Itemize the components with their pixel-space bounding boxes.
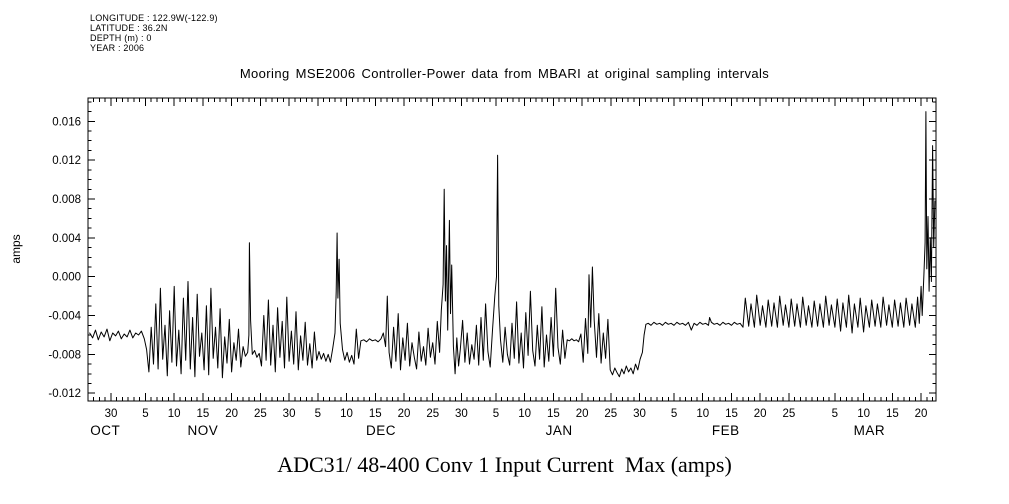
svg-text:20: 20 bbox=[754, 408, 767, 420]
svg-text:30: 30 bbox=[105, 408, 118, 420]
svg-text:0.008: 0.008 bbox=[52, 194, 81, 206]
svg-text:DEC: DEC bbox=[366, 423, 396, 438]
svg-text:30: 30 bbox=[633, 408, 646, 420]
svg-text:5: 5 bbox=[832, 408, 838, 420]
svg-text:5: 5 bbox=[671, 408, 677, 420]
svg-text:5: 5 bbox=[142, 408, 148, 420]
chart-caption: ADC31/ 48-400 Conv 1 Input Current Max (… bbox=[277, 452, 732, 477]
svg-text:25: 25 bbox=[426, 408, 439, 420]
svg-text:-0.008: -0.008 bbox=[48, 349, 81, 361]
plot-frame bbox=[87, 97, 937, 402]
svg-text:25: 25 bbox=[783, 408, 796, 420]
svg-text:MAR: MAR bbox=[854, 423, 886, 438]
data-series-line bbox=[89, 111, 936, 379]
y-axis: 0.016 0.012 0.008 0.004 0.000 -0.004 -0.008 -0.… bbox=[48, 101, 936, 400]
svg-text:OCT: OCT bbox=[90, 423, 120, 438]
svg-text:0.000: 0.000 bbox=[52, 272, 81, 284]
svg-text:20: 20 bbox=[398, 408, 411, 420]
plot-metadata: LONGITUDE : 122.9W(-122.9) LATITUDE : 36… bbox=[90, 13, 218, 53]
meta-latitude: LATITUDE : 36.2N bbox=[90, 23, 168, 33]
svg-text:FEB: FEB bbox=[712, 423, 740, 438]
svg-text:15: 15 bbox=[547, 408, 560, 420]
svg-text:10: 10 bbox=[340, 408, 353, 420]
svg-text:15: 15 bbox=[197, 408, 210, 420]
svg-text:NOV: NOV bbox=[188, 423, 219, 438]
svg-text:-0.004: -0.004 bbox=[48, 311, 81, 323]
svg-text:0.016: 0.016 bbox=[52, 116, 81, 128]
svg-text:10: 10 bbox=[857, 408, 870, 420]
svg-text:10: 10 bbox=[518, 408, 531, 420]
chart-title: Mooring MSE2006 Controller-Power data fr… bbox=[239, 66, 770, 81]
meta-depth: DEPTH (m) : 0 bbox=[90, 33, 152, 43]
svg-text:5: 5 bbox=[315, 408, 321, 420]
svg-text:20: 20 bbox=[576, 408, 589, 420]
svg-text:25: 25 bbox=[604, 408, 617, 420]
svg-text:10: 10 bbox=[696, 408, 709, 420]
svg-text:0.012: 0.012 bbox=[52, 155, 81, 167]
svg-text:0.004: 0.004 bbox=[52, 233, 81, 245]
svg-text:15: 15 bbox=[725, 408, 738, 420]
meta-year: YEAR : 2006 bbox=[90, 43, 145, 53]
x-axis: 30 5 10 15 20 25 30 5 10 15 20 25 30 5 10 15 20 25 30 5 10 15… bbox=[90, 98, 934, 438]
svg-text:30: 30 bbox=[455, 408, 468, 420]
svg-text:20: 20 bbox=[915, 408, 928, 420]
svg-text:30: 30 bbox=[283, 408, 296, 420]
svg-text:5: 5 bbox=[493, 408, 499, 420]
meta-longitude: LONGITUDE : 122.9W(-122.9) bbox=[90, 13, 218, 23]
svg-text:25: 25 bbox=[254, 408, 267, 420]
svg-text:-0.012: -0.012 bbox=[48, 388, 81, 400]
svg-text:15: 15 bbox=[886, 408, 899, 420]
svg-text:15: 15 bbox=[369, 408, 382, 420]
svg-text:JAN: JAN bbox=[546, 423, 573, 438]
svg-text:10: 10 bbox=[168, 408, 181, 420]
svg-text:20: 20 bbox=[225, 408, 238, 420]
